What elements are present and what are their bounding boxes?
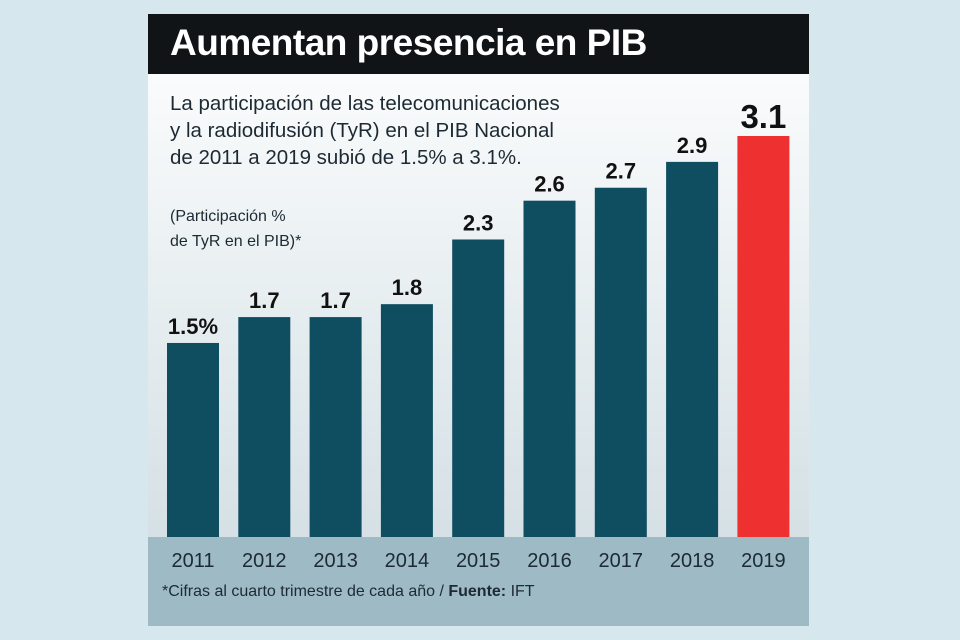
y-axis-label-line: (Participación % [170, 208, 286, 225]
footnote-source-label: Fuente: [448, 583, 507, 600]
x-tick-label-2019: 2019 [741, 550, 786, 572]
bar-2017 [594, 187, 647, 537]
x-axis-band [148, 537, 809, 626]
x-tick-label-2013: 2013 [313, 550, 358, 572]
x-tick-label-2015: 2015 [456, 550, 501, 572]
data-label-2015: 2.3 [463, 210, 494, 235]
subtitle-line: y la radiodifusión (TyR) en el PIB Nacio… [170, 119, 554, 142]
data-label-2019: 3.1 [740, 98, 786, 135]
footnote-source: IFT [506, 583, 535, 600]
data-label-2018: 2.9 [677, 133, 708, 158]
x-tick-label-2016: 2016 [527, 550, 572, 572]
bar-2014 [380, 304, 433, 537]
data-label-2013: 1.7 [320, 288, 351, 313]
infographic-card: Aumentan presencia en PIB La participaci… [148, 14, 809, 626]
bar-2012 [238, 317, 291, 537]
bar-2018 [666, 161, 719, 537]
data-label-2016: 2.6 [534, 172, 565, 197]
data-label-2012: 1.7 [249, 288, 280, 313]
y-axis-label: (Participación % de TyR en el PIB)* [170, 204, 400, 254]
title-bar: Aumentan presencia en PIB [148, 14, 809, 74]
bar-2019 [737, 136, 790, 537]
chart-subtitle: La participación de las telecomunicacion… [170, 90, 640, 171]
bar-2016 [523, 200, 576, 537]
x-tick-label-2014: 2014 [385, 550, 430, 572]
bar-chart: 1.5% 2011 1.7 2012 1.7 2013 1.8 2014 2.3 2015 2.6 2… [167, 98, 790, 572]
subtitle-line: La participación de las telecomunicacion… [170, 92, 560, 115]
data-label-2017: 2.7 [606, 159, 637, 184]
data-label-2011: 1.5% [168, 314, 218, 339]
footnote: *Cifras al cuarto trimestre de cada año … [162, 583, 535, 601]
chart-title: Aumentan presencia en PIB [170, 22, 647, 63]
x-tick-label-2018: 2018 [670, 550, 715, 572]
data-label-2014: 1.8 [392, 275, 423, 300]
bar-2013 [309, 317, 362, 537]
subtitle-line: de 2011 a 2019 subió de 1.5% a 3.1%. [170, 146, 522, 169]
bar-2011 [167, 342, 219, 537]
y-axis-label-line: de TyR en el PIB)* [170, 233, 302, 250]
bar-2015 [452, 239, 505, 537]
x-tick-label-2012: 2012 [242, 550, 286, 572]
x-tick-label-2017: 2017 [599, 550, 644, 572]
x-tick-label-2011: 2011 [171, 550, 214, 572]
footnote-note: *Cifras al cuarto trimestre de cada año … [162, 583, 449, 600]
